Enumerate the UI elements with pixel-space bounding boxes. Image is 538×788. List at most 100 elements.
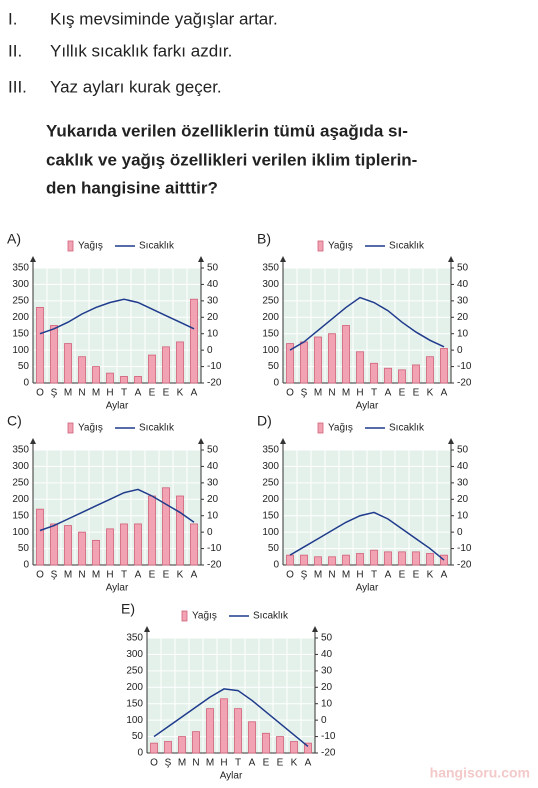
y-tick-label: 50 <box>268 361 280 372</box>
y2-tick-label: -20 <box>457 560 472 571</box>
y-tick-label: 0 <box>137 748 143 759</box>
bar <box>234 708 242 754</box>
bar <box>300 554 308 566</box>
x-tick-label: Ş <box>301 388 308 399</box>
bar <box>286 554 294 566</box>
x-tick-label: A <box>135 570 142 581</box>
y2-tick-label: -20 <box>207 560 222 571</box>
bar <box>64 525 72 566</box>
bar <box>176 341 184 384</box>
y-tick-label: 250 <box>262 295 279 306</box>
x-tick-label: T <box>121 570 127 581</box>
x-tick-label: K <box>427 388 434 399</box>
y-tick-label: 0 <box>23 378 29 389</box>
x-tick-label: A <box>441 388 448 399</box>
legend-swatch <box>67 240 74 252</box>
bar <box>106 372 114 384</box>
y-tick-label: 200 <box>12 494 29 505</box>
y2-tick-label: -20 <box>207 378 222 389</box>
bar <box>176 495 184 566</box>
x-tick-label: M <box>178 758 186 769</box>
legend-label: Sıcaklık <box>389 241 425 252</box>
option-label: B) <box>257 231 271 247</box>
axis-arrow <box>198 438 204 444</box>
legend-swatch <box>317 240 324 252</box>
x-tick-label: M <box>342 388 350 399</box>
bar <box>178 736 186 754</box>
y-tick-label: 250 <box>262 477 279 488</box>
bar <box>440 348 448 384</box>
y2-tick-label: 50 <box>321 633 333 644</box>
statement-text: Yıllık sıcaklık farkı azdır. <box>50 41 232 60</box>
y2-tick-label: 20 <box>321 682 333 693</box>
temperature-line <box>39 488 195 532</box>
x-tick-label: K <box>177 570 184 581</box>
statement-text: Yaz ayları kurak geçer. <box>50 77 222 96</box>
x-tick-label: E <box>163 570 170 581</box>
y-tick-label: 0 <box>23 560 29 571</box>
question-line: caklık ve yağış özellikleri verilen ikli… <box>46 150 417 169</box>
x-tick-label: A <box>385 570 392 581</box>
option-label: A) <box>7 231 21 247</box>
y-tick-label: 300 <box>262 461 279 472</box>
watermark: hangisoru.com <box>430 765 530 781</box>
legend-label: Yağış <box>192 611 217 622</box>
x-tick-label: K <box>291 758 298 769</box>
axis-arrow <box>280 256 286 262</box>
x-tick-label: T <box>121 388 127 399</box>
bar <box>50 523 58 566</box>
y2-tick-label: 20 <box>207 312 219 323</box>
x-axis-label: Aylar <box>220 771 243 782</box>
axis-arrow <box>144 626 150 632</box>
x-tick-label: O <box>286 388 294 399</box>
y-tick-label: 50 <box>18 543 30 554</box>
bar <box>314 556 322 566</box>
y-tick-label: 200 <box>12 312 29 323</box>
y-tick-label: 50 <box>268 543 280 554</box>
y2-tick-label: -20 <box>321 748 336 759</box>
bar <box>36 307 44 384</box>
x-tick-label: Ş <box>51 388 58 399</box>
x-tick-label: T <box>235 758 241 769</box>
bar <box>356 553 364 566</box>
y2-tick-label: 50 <box>207 445 219 456</box>
legend-swatch <box>67 422 74 434</box>
x-tick-label: E <box>413 570 420 581</box>
bar <box>148 354 156 384</box>
x-tick-label: A <box>191 388 198 399</box>
legend-label: Yağış <box>328 241 353 252</box>
statement-number: I. <box>8 9 17 28</box>
y2-tick-label: 40 <box>321 649 333 660</box>
x-tick-label: K <box>427 570 434 581</box>
option-label: E) <box>121 601 135 617</box>
legend-label: Yağış <box>328 423 353 434</box>
x-tick-label: M <box>314 388 322 399</box>
y-tick-label: 350 <box>126 633 143 644</box>
bar <box>356 351 364 384</box>
bar <box>106 528 114 566</box>
x-tick-label: Ş <box>165 758 172 769</box>
legend-swatch <box>181 610 188 622</box>
x-tick-label: M <box>92 388 100 399</box>
x-tick-label: N <box>192 758 199 769</box>
y2-tick-label: 40 <box>207 461 219 472</box>
y-tick-label: 250 <box>126 665 143 676</box>
axis-arrow <box>30 438 36 444</box>
bar <box>342 554 350 566</box>
temperature-line <box>153 688 309 748</box>
y2-tick-label: 50 <box>457 445 469 456</box>
y-tick-label: 150 <box>12 328 29 339</box>
y-tick-label: 150 <box>262 510 279 521</box>
bar <box>164 741 172 754</box>
x-tick-label: E <box>413 388 420 399</box>
y2-tick-label: -10 <box>457 361 472 372</box>
x-tick-label: M <box>314 570 322 581</box>
y2-tick-label: 20 <box>457 494 469 505</box>
y-tick-label: 100 <box>262 345 279 356</box>
axis-arrow <box>312 626 318 632</box>
y2-tick-label: 10 <box>457 328 469 339</box>
statement-number: III. <box>8 77 27 96</box>
y2-tick-label: 30 <box>207 295 219 306</box>
axis-arrow <box>448 256 454 262</box>
